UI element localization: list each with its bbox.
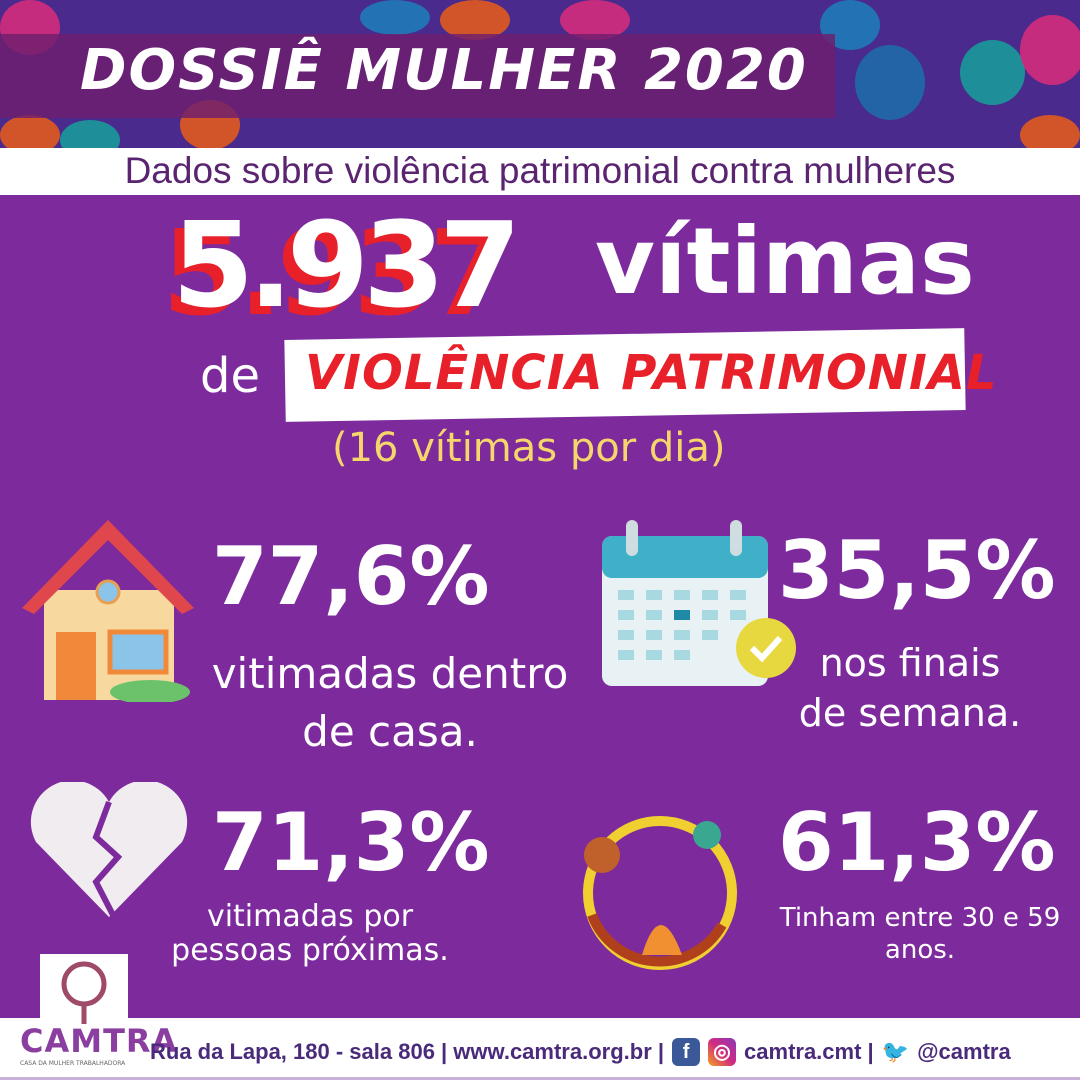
violence-category: VIOLÊNCIA PATRIMONIAL xyxy=(305,345,998,401)
title-box xyxy=(0,34,835,118)
page-title: DOSSIÊ MULHER 2020 xyxy=(80,38,808,103)
facebook-icon[interactable]: f xyxy=(672,1038,701,1066)
stat-description: Tinham entre 30 e 59 anos. xyxy=(760,902,1080,966)
stat-value: 35,5% xyxy=(778,524,1056,617)
address-text[interactable]: Rua da Lapa, 180 - sala 806 | www.camtra… xyxy=(150,1039,665,1064)
subtitle: Dados sobre violência patrimonial contra… xyxy=(124,150,956,191)
stat-line: pessoas próximas. xyxy=(171,933,449,968)
logo-box xyxy=(40,954,128,1072)
stat-line: nos finais xyxy=(819,641,1001,685)
contact-info: Rua da Lapa, 180 - sala 806 | www.camtra… xyxy=(150,1038,1011,1066)
stat-value: 61,3% xyxy=(778,796,1056,889)
broken-heart-icon xyxy=(30,782,188,919)
stat-line: Tinham entre 30 e 59 xyxy=(779,903,1061,933)
social-handle[interactable]: camtra.cmt | xyxy=(744,1039,874,1064)
female-symbol-icon xyxy=(61,961,107,1024)
camtra-logo: CAMTRA xyxy=(20,1022,178,1060)
stat-description: nos finais de semana. xyxy=(780,638,1040,738)
calendar-check-icon xyxy=(602,520,796,686)
stat-line: vitimadas dentro xyxy=(211,649,569,698)
stat-line: de casa. xyxy=(302,707,478,756)
victims-count: 5.937 xyxy=(172,196,521,334)
camtra-logo-subtitle: CASA DA MULHER TRABALHADORA xyxy=(20,1060,126,1067)
victims-label: vítimas xyxy=(595,208,975,315)
subtitle-band xyxy=(0,148,1080,195)
twitter-handle[interactable]: @camtra xyxy=(917,1039,1011,1064)
stat-description: vitimadas por pessoas próximas. xyxy=(150,900,470,968)
victims-per-day: (16 vítimas por dia) xyxy=(332,425,726,471)
stat-line: de semana. xyxy=(798,691,1022,735)
women-circle-icon xyxy=(583,816,737,970)
stat-value: 71,3% xyxy=(212,796,490,889)
de-label: de xyxy=(200,348,260,404)
stat-line: vitimadas por xyxy=(206,899,414,934)
stat-line: anos. xyxy=(884,935,956,965)
stat-value: 77,6% xyxy=(212,530,490,623)
twitter-icon[interactable]: 🐦 xyxy=(881,1039,910,1064)
footer xyxy=(0,1018,1080,1080)
stat-description: vitimadas dentro de casa. xyxy=(200,645,580,761)
house-icon xyxy=(22,520,194,702)
instagram-icon[interactable]: ◎ xyxy=(708,1038,737,1066)
